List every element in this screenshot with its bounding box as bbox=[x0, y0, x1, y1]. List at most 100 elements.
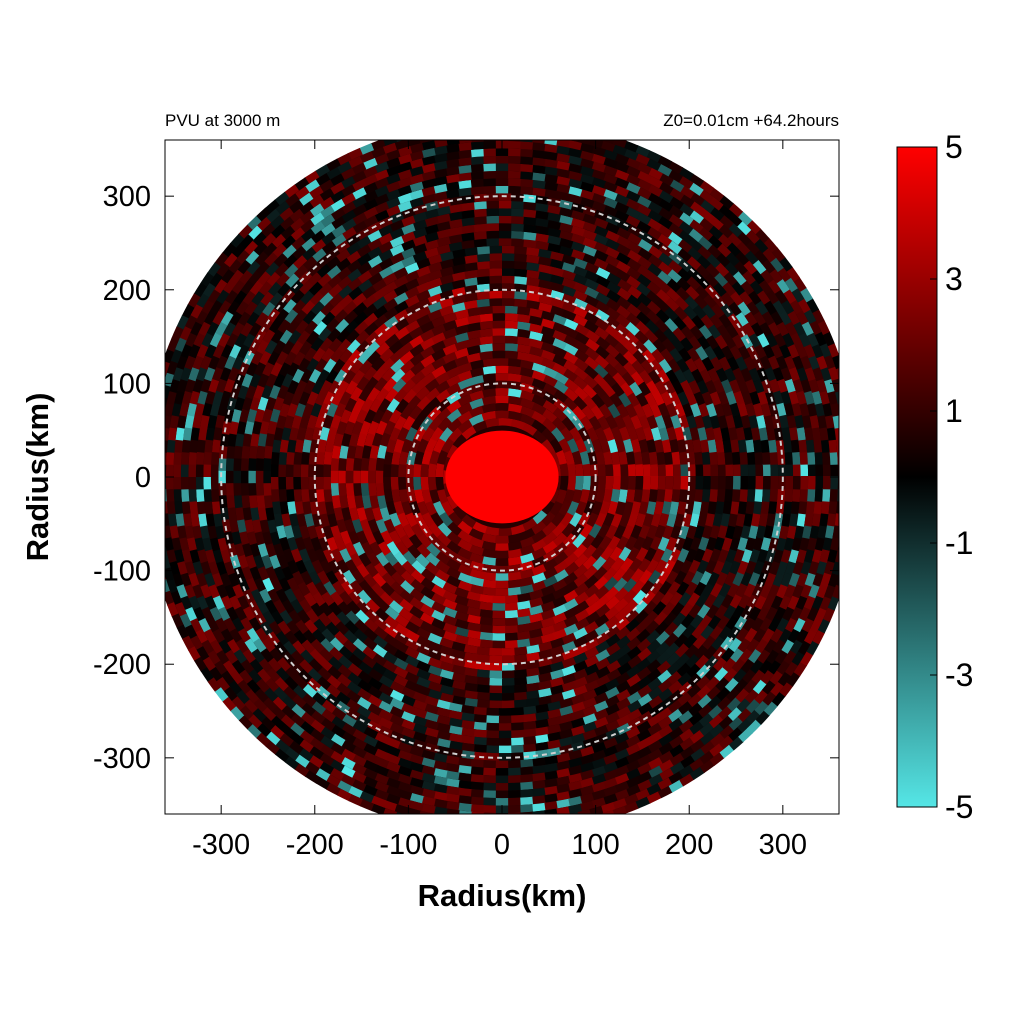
heatmap-cell bbox=[337, 788, 353, 802]
heatmap-cell bbox=[429, 427, 444, 443]
heatmap-cell bbox=[704, 665, 720, 681]
heatmap-cell bbox=[623, 340, 639, 355]
heatmap-cell bbox=[294, 536, 307, 552]
heatmap-cell bbox=[435, 551, 452, 566]
heatmap-cell bbox=[424, 438, 437, 454]
heatmap-cell bbox=[453, 355, 469, 368]
heatmap-cell bbox=[309, 203, 325, 218]
heatmap-cell bbox=[265, 208, 281, 224]
heatmap-cell bbox=[602, 196, 618, 209]
heatmap-cell bbox=[318, 179, 334, 193]
heatmap-cell bbox=[265, 740, 281, 756]
heatmap-cell bbox=[423, 224, 439, 235]
heatmap-cell bbox=[277, 554, 290, 570]
heatmap-cell bbox=[594, 708, 610, 721]
heatmap-cell bbox=[709, 450, 718, 465]
heatmap-cell bbox=[195, 367, 208, 383]
heatmap-cell bbox=[550, 653, 566, 665]
heatmap-cell bbox=[562, 368, 578, 382]
heatmap-cell bbox=[654, 414, 666, 430]
heatmap-cell bbox=[212, 628, 226, 644]
heatmap-cell bbox=[774, 288, 788, 304]
heatmap-cell bbox=[165, 525, 172, 540]
heatmap-cell bbox=[409, 761, 425, 773]
heatmap-cell bbox=[513, 276, 528, 285]
heatmap-cell bbox=[510, 238, 524, 247]
heatmap-cell bbox=[714, 262, 730, 277]
heatmap-cell bbox=[427, 277, 443, 290]
heatmap-cell bbox=[261, 329, 276, 345]
heatmap-cell bbox=[442, 122, 456, 131]
heatmap-cell bbox=[320, 231, 336, 246]
heatmap-cell bbox=[427, 262, 443, 274]
heatmap-cell bbox=[585, 610, 601, 625]
heatmap-cell bbox=[836, 500, 839, 514]
heatmap-cell bbox=[605, 633, 622, 647]
heatmap-cell bbox=[270, 362, 283, 378]
heatmap-cell bbox=[614, 331, 630, 347]
heatmap-cell bbox=[347, 147, 363, 161]
heatmap-cell bbox=[302, 693, 318, 708]
heatmap-cell bbox=[235, 638, 250, 654]
heatmap-cell bbox=[148, 409, 158, 423]
heatmap-cell bbox=[634, 320, 650, 335]
heatmap-cell bbox=[408, 181, 424, 193]
heatmap-cell bbox=[237, 679, 252, 695]
heatmap-cell bbox=[701, 414, 713, 429]
heatmap-cell bbox=[196, 344, 209, 360]
heatmap-cell bbox=[616, 705, 632, 719]
heatmap-cell bbox=[362, 495, 372, 510]
heatmap-cell bbox=[615, 268, 631, 282]
heatmap-cell bbox=[445, 400, 462, 414]
heatmap-cell bbox=[581, 533, 596, 549]
heatmap-cell bbox=[704, 592, 718, 609]
heatmap-cell bbox=[728, 716, 744, 731]
heatmap-cell bbox=[290, 650, 306, 666]
heatmap-cell bbox=[796, 366, 808, 382]
heatmap-cell bbox=[384, 606, 401, 621]
heatmap-cell bbox=[793, 661, 808, 677]
heatmap-cell bbox=[410, 793, 425, 804]
heatmap-cell bbox=[410, 523, 425, 539]
heatmap-cell bbox=[265, 507, 275, 522]
heatmap-cell bbox=[573, 348, 589, 363]
heatmap-cell bbox=[505, 632, 519, 641]
heatmap-cell bbox=[321, 240, 337, 255]
heatmap-cell bbox=[166, 360, 178, 376]
heatmap-cell bbox=[223, 378, 235, 394]
heatmap-cell bbox=[205, 513, 216, 528]
heatmap-cell bbox=[808, 560, 820, 575]
heatmap-cell bbox=[615, 260, 631, 274]
heatmap-cell bbox=[733, 548, 745, 564]
heatmap-cell bbox=[727, 232, 742, 247]
heatmap-cell bbox=[551, 345, 567, 359]
heatmap-cell bbox=[531, 529, 548, 544]
heatmap-cell bbox=[520, 789, 535, 798]
heatmap-cell bbox=[349, 359, 364, 375]
heatmap-cell bbox=[788, 389, 799, 405]
heatmap-cell bbox=[773, 332, 787, 348]
heatmap-cell bbox=[633, 535, 646, 551]
heatmap-cell bbox=[408, 189, 424, 201]
heatmap-cell bbox=[501, 253, 515, 262]
heatmap-cell bbox=[354, 495, 365, 510]
heatmap-cell bbox=[433, 752, 449, 763]
heatmap-cell bbox=[685, 653, 701, 669]
heatmap-cell bbox=[792, 488, 801, 502]
heatmap-cell bbox=[522, 239, 537, 249]
heatmap-cell bbox=[574, 331, 590, 345]
heatmap-cell bbox=[707, 234, 723, 249]
heatmap-cell bbox=[627, 645, 643, 660]
heatmap-cell bbox=[397, 177, 412, 189]
heatmap-cell bbox=[427, 657, 443, 669]
heatmap-cell bbox=[466, 314, 481, 325]
heatmap-cell bbox=[452, 680, 467, 691]
heatmap-cell bbox=[693, 547, 706, 563]
heatmap-cell bbox=[657, 706, 673, 721]
heatmap-cell bbox=[832, 524, 839, 539]
heatmap-cell bbox=[507, 365, 522, 375]
heatmap-cell bbox=[330, 207, 346, 221]
heatmap-cell bbox=[497, 215, 512, 224]
heatmap-cell bbox=[362, 303, 378, 318]
